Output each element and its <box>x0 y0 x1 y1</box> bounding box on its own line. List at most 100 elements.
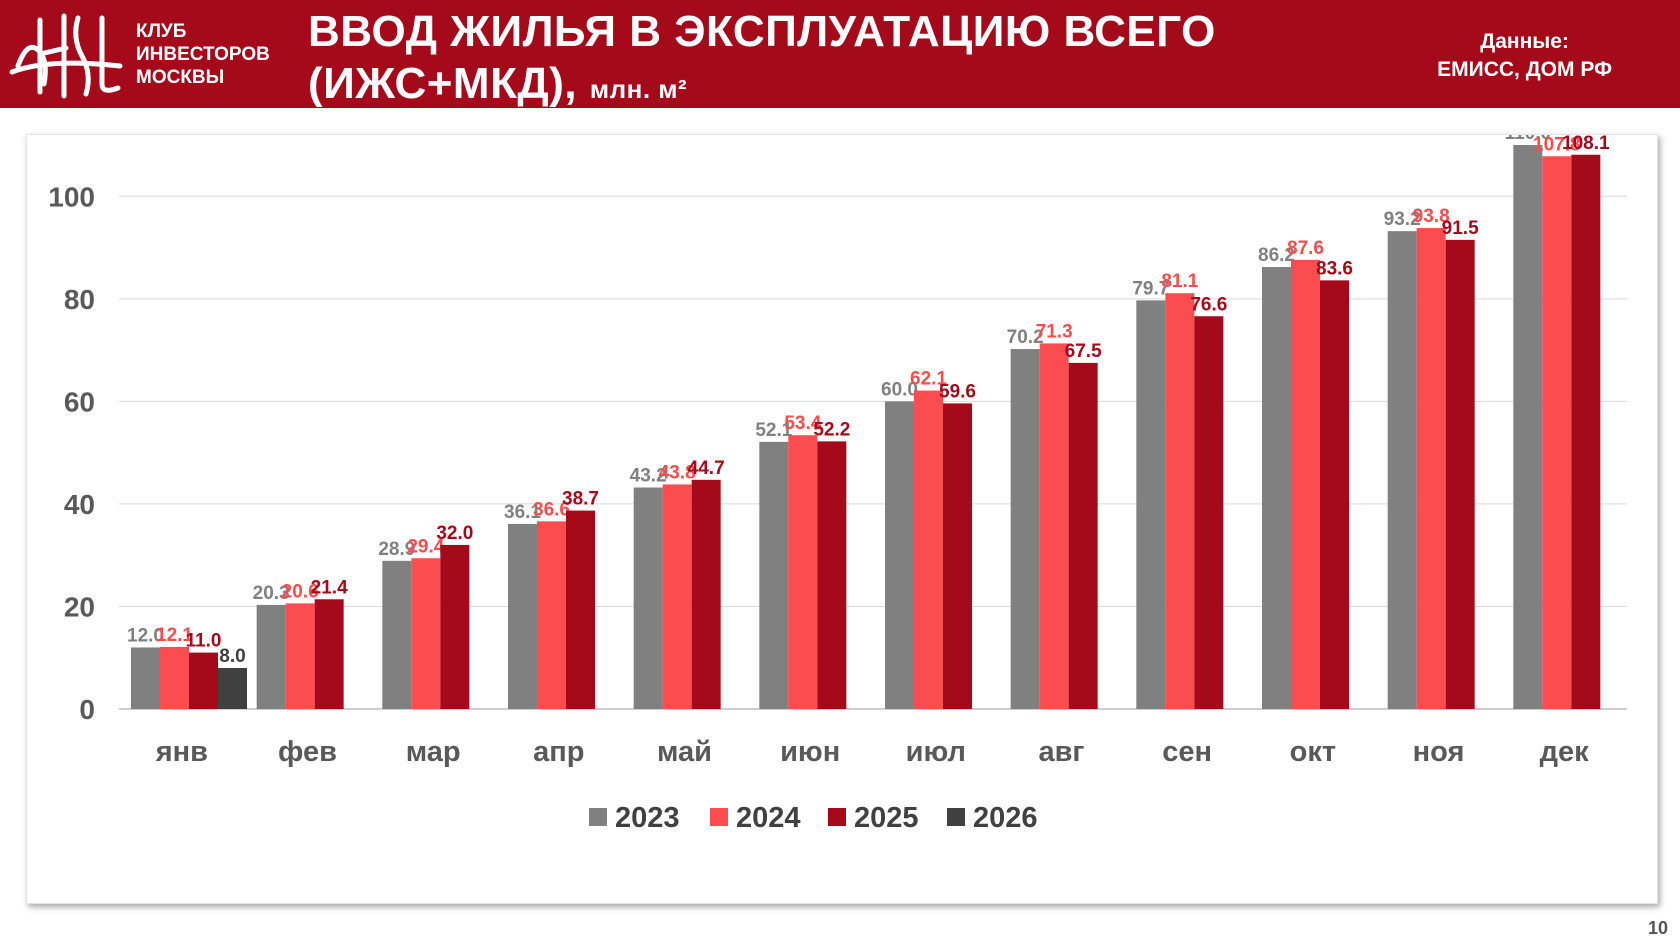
x-tick-label: май <box>657 736 712 768</box>
title-line-1: ВВОД ЖИЛЬЯ В ЭКСПЛУАТАЦИЮ ВСЕГО <box>308 7 1216 56</box>
legend-swatch-2024 <box>710 808 728 826</box>
bar-2025-ноя <box>1445 239 1475 709</box>
title-line-2: (ИЖС+МКД), млн. м² <box>308 58 1216 115</box>
x-tick-label: дек <box>1540 736 1590 768</box>
data-label: 36.1 <box>504 502 541 523</box>
bar-2025-янв <box>189 652 218 709</box>
bar-2024-мар <box>411 558 441 709</box>
bar-2023-фев <box>256 604 286 709</box>
x-tick-label: мар <box>406 736 461 768</box>
bar-2024-авг <box>1039 343 1069 709</box>
bar-2023-мар <box>382 560 412 709</box>
y-tick-label: 40 <box>64 489 95 520</box>
data-label: 108.1 <box>1562 135 1610 154</box>
bar-2026-янв <box>218 667 247 709</box>
legend-swatch-2026 <box>947 808 965 826</box>
data-label: 107.8 <box>1533 135 1581 155</box>
data-label: 59.6 <box>939 381 976 402</box>
club-name-line: КЛУБ <box>136 21 187 42</box>
y-tick-label: 80 <box>64 284 95 315</box>
bar-2024-окт <box>1291 259 1320 709</box>
data-label: 53.4 <box>784 413 821 434</box>
legend-swatch-2025 <box>828 808 846 826</box>
page-title: ВВОД ЖИЛЬЯ В ЭКСПЛУАТАЦИЮ ВСЕГО (ИЖС+МКД… <box>308 6 1216 115</box>
data-label: 52.2 <box>813 419 850 440</box>
bar-2023-июн <box>759 441 789 709</box>
page-number: 10 <box>1647 918 1668 938</box>
bar-2023-май <box>633 487 663 709</box>
data-label: 36.6 <box>533 499 570 520</box>
source-value: ЕМИСС, ДОМ РФ <box>1437 58 1612 81</box>
bar-2023-авг <box>1010 349 1040 709</box>
data-label: 110.0 <box>1505 135 1552 144</box>
bar-2024-фев <box>285 603 315 709</box>
bar-2023-июл <box>885 401 914 709</box>
chart-panel: 0 20 40 60 80 100 12.0 12.1 11.0 8.0 янв 20.3 20.6 21… <box>26 134 1658 904</box>
bar-chart: 0 20 40 60 80 100 12.012.111.08.0 янв 20.320.621… <box>48 135 1627 834</box>
bar-2025-мар <box>440 544 470 709</box>
bar-2025-сен <box>1194 316 1224 709</box>
bar-2025-фев <box>314 599 344 709</box>
club-name-line: МОСКВЫ <box>136 67 225 88</box>
y-tick-label: 60 <box>64 386 95 417</box>
x-tick-label: июн <box>780 736 840 768</box>
club-name: КЛУБ ИНВЕСТОРОВ МОСКВЫ <box>136 20 270 89</box>
legend-label: 2023 <box>615 802 680 834</box>
bar-2023-ноя <box>1387 231 1417 709</box>
data-label: 87.6 <box>1287 238 1324 259</box>
data-source: Данные: ЕМИСС, ДОМ РФ <box>1437 28 1612 84</box>
data-label: 11.0 <box>186 631 222 652</box>
data-label: 91.5 <box>1442 218 1479 239</box>
data-label: 20.6 <box>282 581 319 602</box>
bar-2024-ноя <box>1416 228 1446 709</box>
bar-2025-авг <box>1068 362 1098 709</box>
data-label: 81.1 <box>1161 271 1198 292</box>
data-label: 38.7 <box>562 489 599 510</box>
data-label: 86.2 <box>1258 245 1295 266</box>
data-label: 29.4 <box>407 536 444 557</box>
data-label: 28.9 <box>378 539 415 560</box>
data-label: 21.4 <box>311 577 348 598</box>
bar-2024-июн <box>788 435 818 709</box>
data-label: 43.2 <box>630 466 667 487</box>
x-tick-label: июл <box>906 736 966 768</box>
data-label: 67.5 <box>1065 341 1102 362</box>
y-tick-label: 100 <box>48 181 95 212</box>
data-label: 93.8 <box>1413 206 1450 227</box>
header-banner: КЛУБ ИНВЕСТОРОВ МОСКВЫ ВВОД ЖИЛЬЯ В ЭКСП… <box>0 0 1680 108</box>
data-label: 20.3 <box>253 583 290 604</box>
data-label: 52.1 <box>755 420 792 441</box>
legend-label: 2026 <box>973 802 1038 834</box>
bar-2023-дек <box>1513 145 1543 709</box>
y-tick-label: 0 <box>79 694 95 725</box>
bar-2024-июл <box>914 390 943 709</box>
bar-2025-май <box>691 479 721 709</box>
legend-label: 2025 <box>854 802 919 834</box>
bar-2023-янв <box>131 647 160 709</box>
title-main: (ИЖС+МКД), <box>308 59 578 108</box>
bar-2025-июн <box>817 441 847 709</box>
bar-2023-окт <box>1262 267 1291 709</box>
bar-2025-окт <box>1320 280 1349 709</box>
data-label: 12.1 <box>156 625 193 646</box>
data-label: 32.0 <box>436 523 473 544</box>
y-tick-label: 20 <box>64 591 95 622</box>
legend-swatch-2023 <box>589 808 607 826</box>
data-label: 83.6 <box>1316 258 1353 279</box>
club-name-line: ИНВЕСТОРОВ <box>136 44 270 65</box>
data-label: 60.0 <box>881 379 918 400</box>
x-tick-label: авг <box>1038 736 1084 768</box>
x-tick-label: апр <box>533 736 584 768</box>
bar-2024-сен <box>1165 293 1195 709</box>
bar-2024-дек <box>1542 156 1572 709</box>
source-label: Данные: <box>1480 30 1569 53</box>
data-label: 79.7 <box>1132 278 1169 299</box>
data-label: 76.6 <box>1190 294 1227 315</box>
club-logo <box>9 13 123 99</box>
bar-2025-июл <box>943 403 972 709</box>
data-label: 8.0 <box>219 646 245 667</box>
bar-2025-апр <box>566 510 595 709</box>
data-label: 93.2 <box>1384 209 1421 230</box>
x-tick-label: сен <box>1162 736 1212 768</box>
data-label: 43.8 <box>659 462 696 483</box>
